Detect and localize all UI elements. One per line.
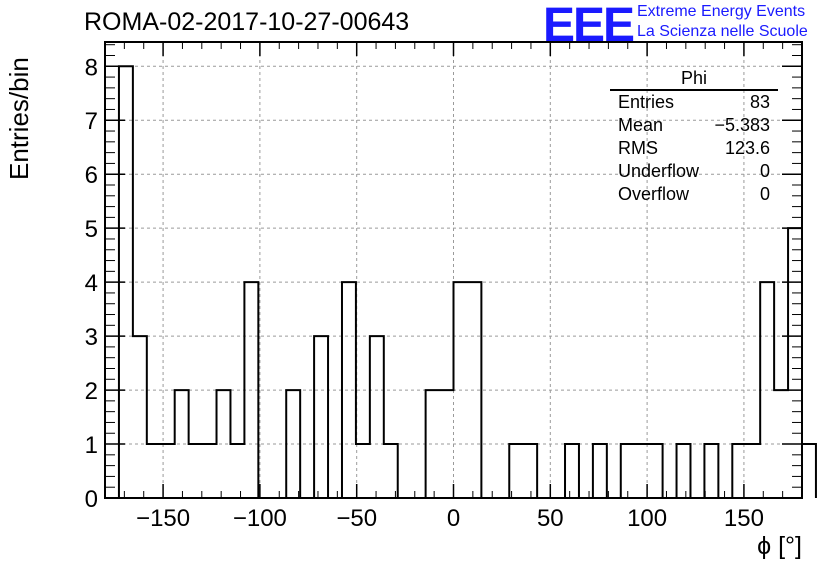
y-axis-label: Entries/bin <box>4 57 34 180</box>
tick-labels: −150 −100 −50 0 50 100 150 0 1 2 3 4 5 6 7 8 <box>85 54 764 532</box>
histogram-bin <box>217 390 231 498</box>
y-tick-label: 1 <box>85 432 98 459</box>
plot-title: ROMA-02-2017-10-27-00643 <box>84 8 410 36</box>
histogram-bin <box>147 444 161 498</box>
stats-box: Phi Entries 83 Mean −5.383 RMS 123.6 Und… <box>610 68 778 206</box>
y-tick-label: 2 <box>85 378 98 405</box>
x-tick-label: 100 <box>627 505 667 532</box>
histogram-bin <box>649 444 663 498</box>
stats-row-mean: Mean −5.383 <box>610 114 778 137</box>
histogram-bin <box>314 336 328 498</box>
y-tick-label: 4 <box>85 270 98 297</box>
histogram-bin <box>370 336 384 498</box>
x-tick-label: −50 <box>336 505 377 532</box>
histogram-bin <box>175 390 189 498</box>
histogram-bin <box>788 228 802 498</box>
logo-caption-line1: Extreme Energy Events <box>637 3 806 20</box>
stats-row-rms: RMS 123.6 <box>610 137 778 160</box>
y-tick-label: 8 <box>85 54 98 81</box>
x-tick-label: −150 <box>136 505 190 532</box>
x-tick-label: 50 <box>537 505 564 532</box>
x-tick-label: 150 <box>724 505 764 532</box>
eee-logo: EEE <box>543 0 635 52</box>
histogram-bin <box>189 444 203 498</box>
stats-label: Entries <box>618 92 675 112</box>
stats-value: 83 <box>749 92 770 112</box>
histogram-bin <box>356 444 370 498</box>
stats-label: Overflow <box>618 184 690 204</box>
axis-ticks <box>105 42 802 499</box>
histogram-bin <box>677 444 691 498</box>
histogram-bin <box>230 444 244 498</box>
x-tick-label: 0 <box>447 505 460 532</box>
stats-value: 123.6 <box>724 138 770 158</box>
histogram-bin <box>593 444 607 498</box>
x-axis-label: ϕ [°] <box>757 532 802 560</box>
y-tick-label: 0 <box>85 486 98 513</box>
stats-row-entries: Entries 83 <box>610 91 778 114</box>
histogram-bin <box>384 444 398 498</box>
stats-value: −5.383 <box>714 115 770 135</box>
histogram-series <box>117 65 817 499</box>
y-tick-label: 6 <box>85 162 98 189</box>
histogram-bin <box>746 444 760 498</box>
histogram-bin <box>203 444 217 498</box>
y-tick-label: 7 <box>85 108 98 135</box>
stats-title: Phi <box>610 68 778 91</box>
stats-row-overflow: Overflow 0 <box>610 183 778 206</box>
histogram-bin <box>523 444 537 498</box>
y-tick-label: 3 <box>85 324 98 351</box>
stats-value: 0 <box>759 184 770 204</box>
y-tick-label: 5 <box>85 216 98 243</box>
stats-row-underflow: Underflow 0 <box>610 160 778 183</box>
stats-label: RMS <box>618 138 658 158</box>
histogram-bin <box>802 444 816 498</box>
histogram-outline <box>117 65 817 499</box>
histogram-bin <box>621 444 635 498</box>
histogram-bin <box>509 444 523 498</box>
x-tick-label: −100 <box>233 505 287 532</box>
stats-value: 0 <box>759 161 770 181</box>
logo-caption-line2: La Scienza nelle Scuole <box>637 23 808 40</box>
histogram-bin <box>565 444 579 498</box>
stats-label: Underflow <box>618 161 700 181</box>
histogram-bin <box>704 444 718 498</box>
stats-label: Mean <box>618 115 664 135</box>
histogram-bin <box>133 336 147 498</box>
